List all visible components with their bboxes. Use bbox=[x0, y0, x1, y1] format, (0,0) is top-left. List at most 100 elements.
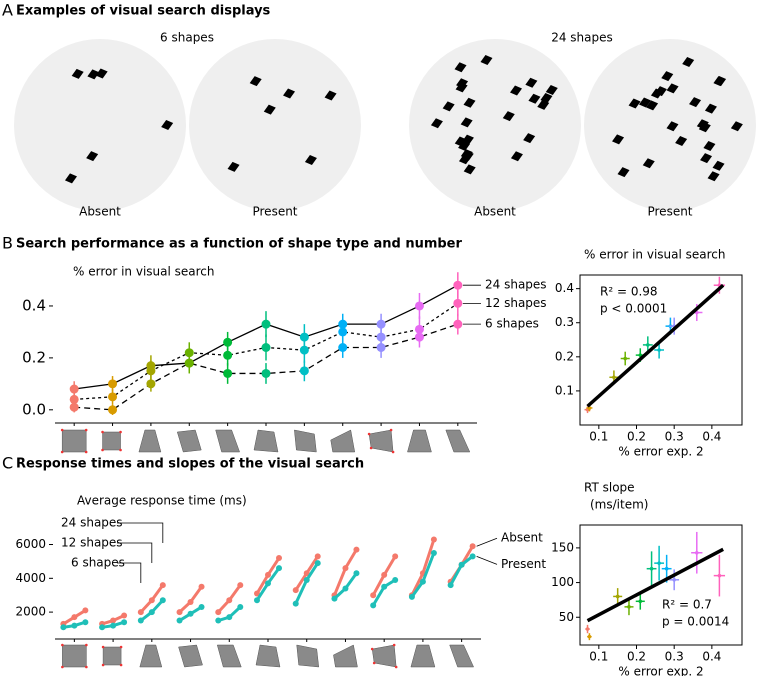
icon-dot bbox=[85, 643, 88, 647]
search-shape bbox=[249, 76, 262, 87]
point bbox=[82, 607, 89, 614]
search-shape bbox=[263, 104, 276, 115]
point bbox=[137, 617, 144, 624]
icon-dot bbox=[85, 665, 88, 669]
search-shape bbox=[545, 84, 558, 95]
point bbox=[458, 561, 465, 568]
point bbox=[638, 599, 643, 604]
point bbox=[292, 587, 299, 594]
point bbox=[453, 319, 463, 329]
search-shape bbox=[458, 140, 471, 151]
point bbox=[265, 580, 271, 587]
point bbox=[223, 350, 233, 360]
x-tick-label: 0.2 bbox=[627, 430, 646, 444]
point bbox=[587, 634, 592, 639]
group-label: 12 shapes bbox=[61, 536, 123, 550]
group-leader bbox=[117, 562, 142, 583]
point bbox=[121, 619, 128, 626]
search-shape bbox=[537, 99, 550, 110]
point bbox=[146, 379, 156, 389]
icon-dot bbox=[389, 428, 393, 432]
search-shape bbox=[304, 154, 317, 165]
y-tick-label: 0.1 bbox=[555, 383, 574, 397]
point bbox=[198, 583, 205, 590]
shape-icon bbox=[176, 429, 202, 453]
display-circle bbox=[189, 39, 361, 211]
shape-icon bbox=[61, 429, 87, 453]
search-shape bbox=[283, 88, 296, 99]
search-shape bbox=[661, 71, 674, 82]
x-tick-label: 0.1 bbox=[589, 650, 608, 664]
point bbox=[469, 553, 476, 560]
search-shape bbox=[463, 97, 476, 108]
search-shape bbox=[71, 68, 84, 79]
display-label: Absent bbox=[474, 205, 516, 219]
icon-dot bbox=[84, 450, 88, 454]
point bbox=[121, 612, 128, 619]
series-line bbox=[410, 538, 436, 596]
group-label: 6 shapes bbox=[71, 556, 125, 570]
annotation: R² = 0.7 bbox=[662, 598, 712, 612]
series-line bbox=[449, 555, 474, 586]
point bbox=[353, 546, 360, 553]
point bbox=[265, 571, 271, 578]
point bbox=[717, 573, 722, 578]
point bbox=[646, 343, 650, 347]
point bbox=[184, 348, 194, 358]
annotation: p < 0.0001 bbox=[600, 302, 667, 316]
shape-icon bbox=[138, 429, 162, 453]
display-circle bbox=[14, 39, 186, 211]
panel-letter: A bbox=[2, 1, 13, 20]
search-shape bbox=[714, 75, 727, 86]
search-shape bbox=[161, 120, 174, 131]
point bbox=[585, 627, 590, 631]
search-shape bbox=[675, 136, 688, 147]
y-tick-label: 100 bbox=[551, 575, 574, 589]
display-label: Present bbox=[647, 205, 692, 219]
point bbox=[276, 555, 282, 562]
y-axis-label: % error in visual search bbox=[584, 248, 726, 262]
point bbox=[453, 280, 463, 290]
icon-dot bbox=[61, 665, 64, 669]
point bbox=[303, 577, 310, 583]
icon-dot bbox=[61, 643, 64, 647]
shape-icon bbox=[294, 429, 317, 453]
search-shape bbox=[523, 133, 536, 144]
group-leader bbox=[117, 522, 164, 543]
point bbox=[342, 565, 349, 572]
fit-line bbox=[586, 547, 724, 623]
shape-icon bbox=[215, 429, 240, 453]
search-shape bbox=[510, 151, 523, 162]
point bbox=[657, 348, 661, 352]
y-tick-label: 0.3 bbox=[555, 315, 574, 329]
shape-icon bbox=[445, 429, 471, 453]
search-shape bbox=[712, 160, 725, 171]
icon-dot bbox=[370, 647, 374, 651]
search-shape bbox=[682, 56, 695, 67]
y-tick-label: 0.0 bbox=[22, 400, 46, 418]
y-axis-label: (ms/item) bbox=[590, 498, 648, 512]
point bbox=[303, 570, 310, 577]
group-leader bbox=[117, 542, 153, 563]
search-shape bbox=[528, 93, 541, 104]
icon-dot bbox=[369, 446, 373, 450]
point bbox=[376, 343, 386, 352]
point bbox=[146, 366, 156, 376]
point bbox=[612, 375, 616, 380]
display-label: Present bbox=[252, 205, 297, 219]
legend-leader bbox=[476, 555, 498, 565]
shape-icon bbox=[407, 429, 432, 453]
search-shape bbox=[704, 103, 717, 114]
point bbox=[184, 358, 194, 368]
icon-dot bbox=[60, 428, 64, 432]
panel-letter: B bbox=[2, 234, 13, 253]
icon-dot bbox=[119, 663, 123, 667]
y-tick-label: 0.4 bbox=[555, 281, 574, 295]
search-shape bbox=[510, 85, 523, 96]
point bbox=[215, 609, 222, 616]
icon-dot bbox=[119, 430, 122, 434]
search-shape bbox=[730, 121, 743, 132]
point bbox=[392, 553, 399, 560]
legend-label: 12 shapes bbox=[485, 296, 547, 310]
